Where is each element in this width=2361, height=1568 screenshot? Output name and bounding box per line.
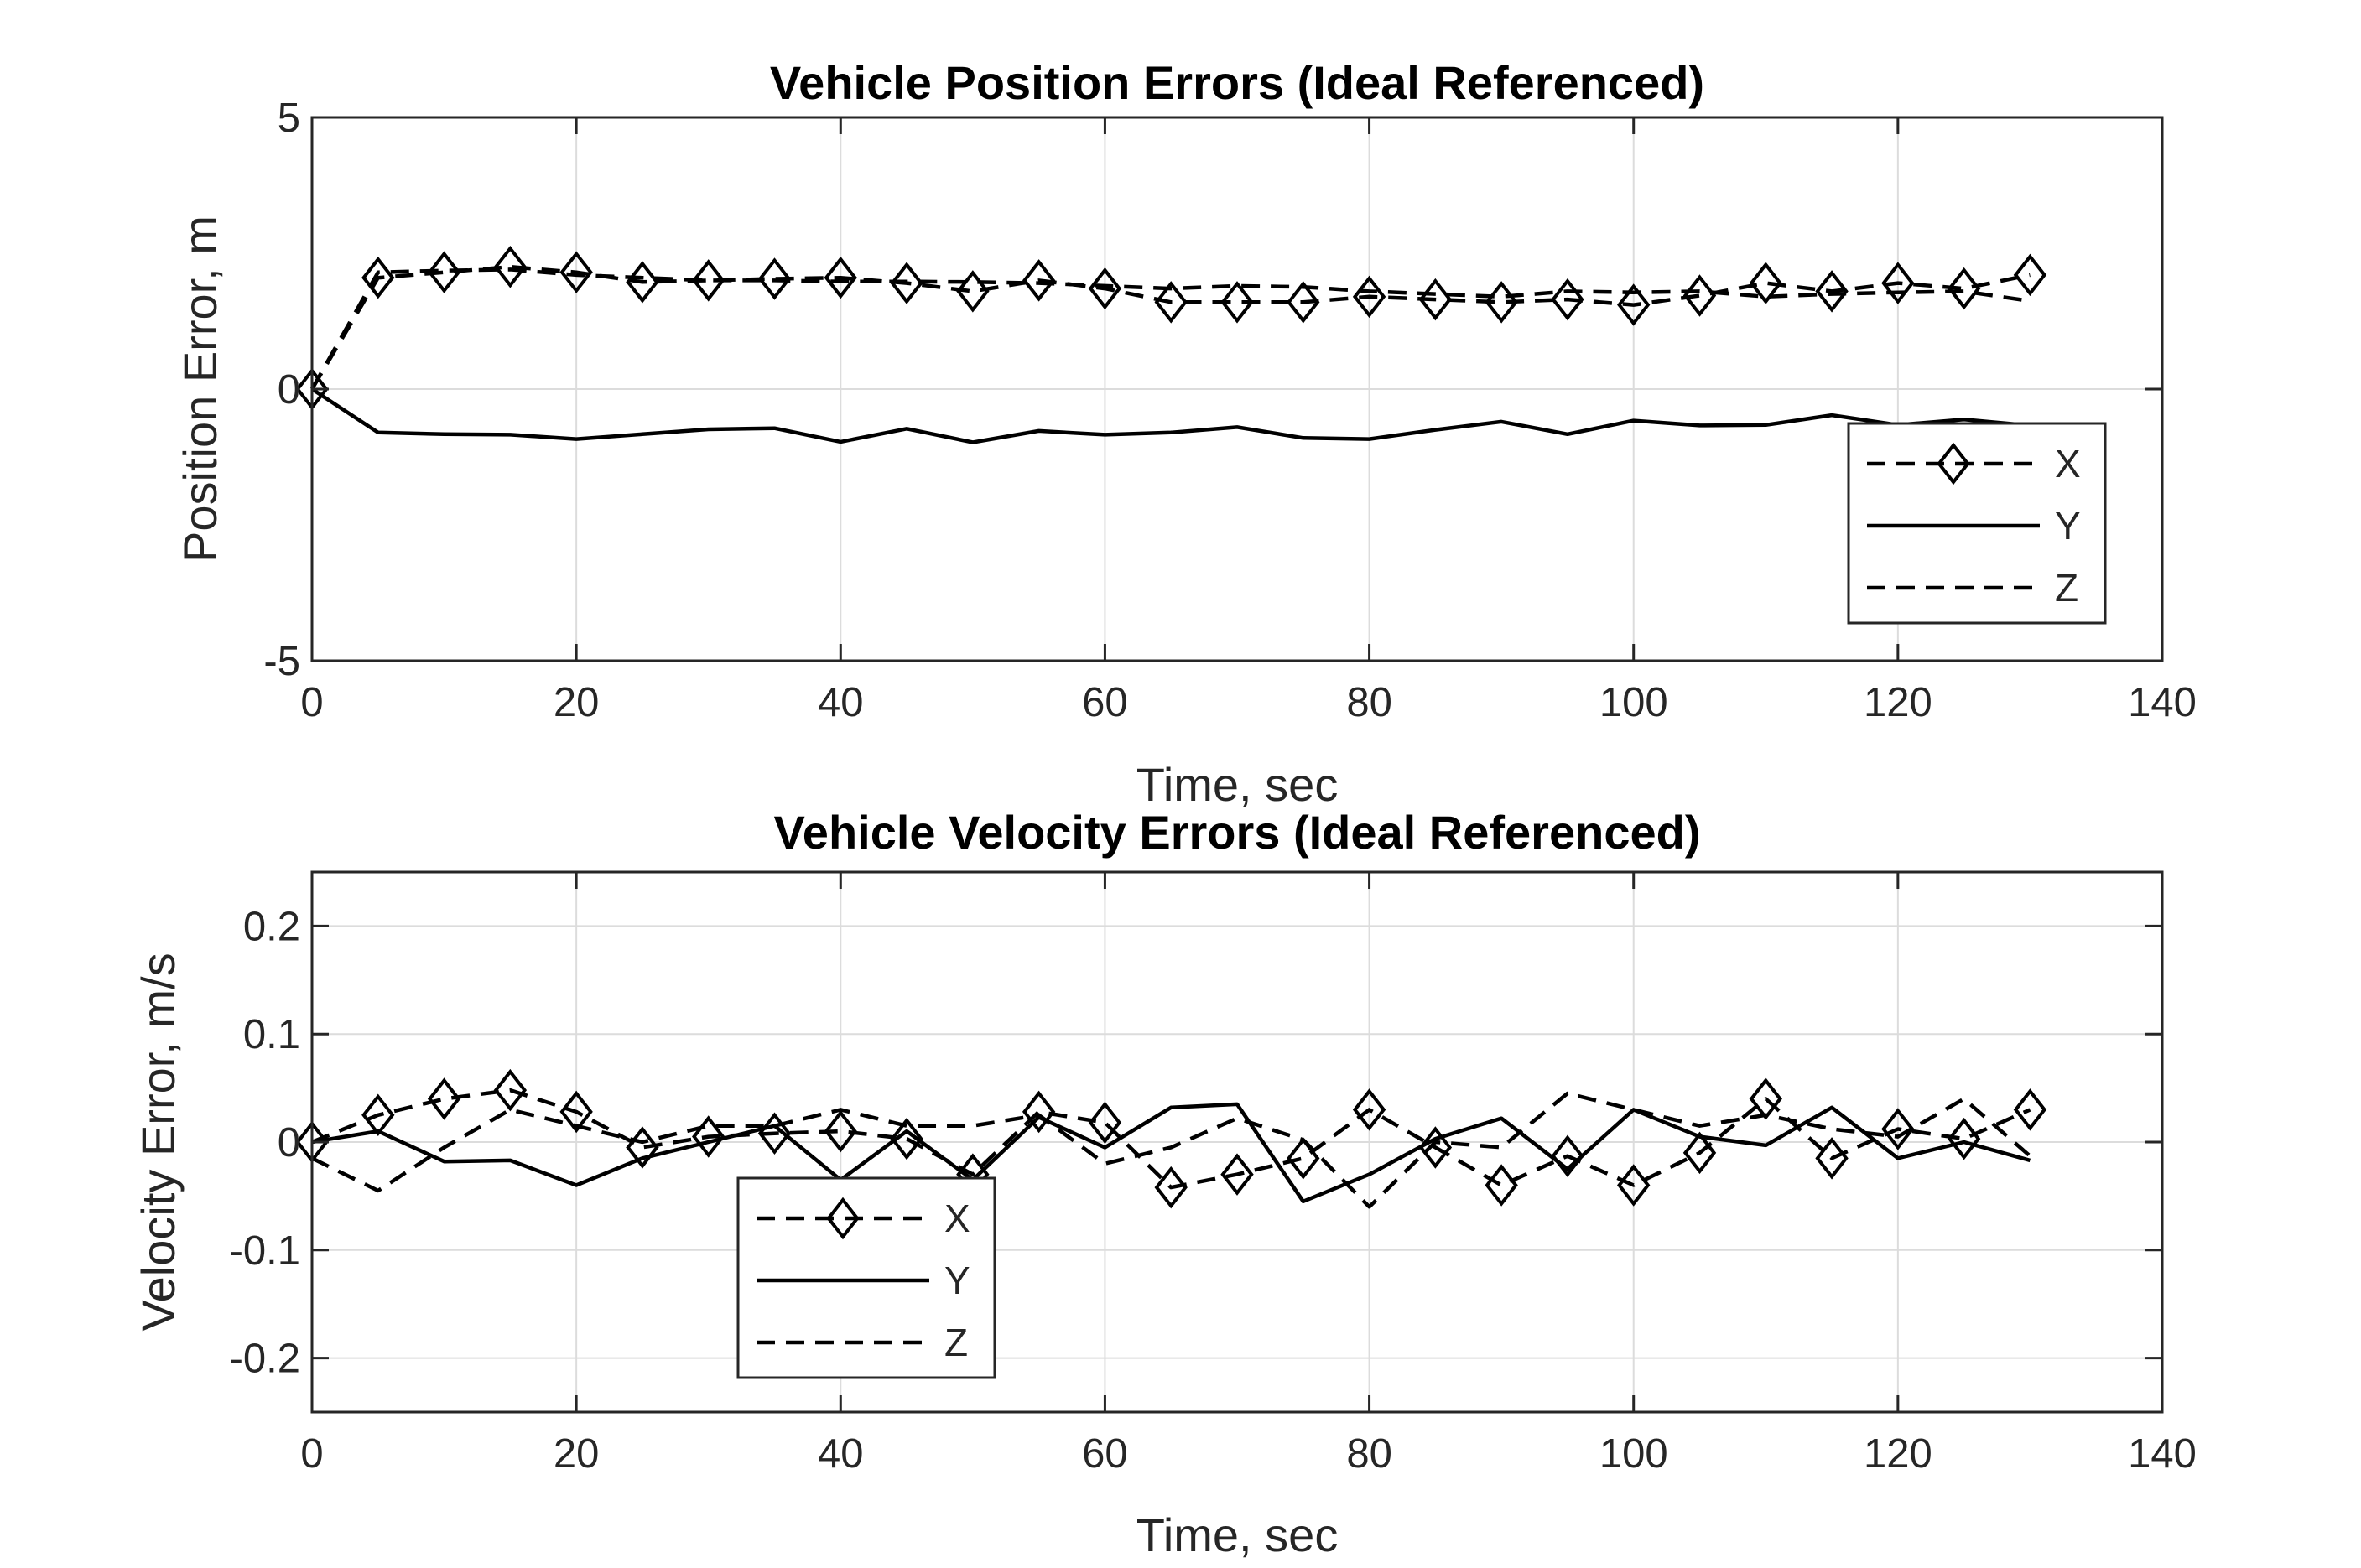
position-series-x-marker — [427, 251, 461, 293]
velocity-series-x-marker — [1551, 1134, 1584, 1177]
velocity-series-x-marker — [1881, 1108, 1915, 1150]
position-x-tick-label: 20 — [554, 680, 600, 725]
position-legend-x-label: X — [2055, 442, 2081, 485]
velocity-x-tick-label: 0 — [300, 1431, 323, 1477]
position-x-tick-label: 140 — [2128, 680, 2197, 725]
position-legend-box — [1847, 422, 2107, 625]
position-y-tick-label: 0 — [278, 367, 300, 413]
velocity-series-x-line — [311, 1088, 2031, 1190]
velocity-series-z-line — [311, 1091, 2031, 1209]
velocity-x-tick-label: 80 — [1346, 1431, 1392, 1477]
position-series-x-marker — [692, 259, 725, 302]
position-plot-title: Vehicle Position Errors (Ideal Reference… — [770, 56, 1704, 109]
velocity-x-tick-label: 60 — [1082, 1431, 1128, 1477]
position-series-x-marker — [1617, 283, 1651, 326]
velocity-series-x-marker — [692, 1115, 725, 1158]
velocity-series-x-marker — [1815, 1137, 1849, 1180]
position-series-x-marker — [956, 270, 990, 313]
position-errors-plot: Vehicle Position Errors (Ideal Reference… — [174, 56, 2197, 811]
velocity-series-x-marker — [1352, 1088, 1386, 1131]
position-legend-z-label: Z — [2055, 566, 2078, 610]
velocity-y-tick-label: 0.1 — [243, 1012, 300, 1057]
position-series-x-marker — [2013, 253, 2047, 297]
position-x-tick-label: 60 — [1082, 680, 1128, 725]
velocity-legend-x-marker — [826, 1197, 860, 1240]
velocity-series-x-marker — [559, 1090, 593, 1134]
position-plot-legend: XYZ — [1847, 422, 2107, 625]
position-series-x-marker — [1220, 281, 1254, 324]
position-y-tick-label: -5 — [263, 639, 300, 684]
position-plot-xlabel: Time, sec — [1136, 758, 1339, 811]
position-series-x-marker — [824, 256, 857, 299]
velocity-legend-z-label: Z — [944, 1321, 968, 1364]
velocity-series-y-line — [311, 1102, 2031, 1204]
velocity-y-tick-label: -0.1 — [230, 1228, 300, 1274]
position-series-y-line — [310, 387, 2031, 444]
velocity-series-x-marker — [1220, 1153, 1254, 1196]
velocity-x-tick-label: 100 — [1599, 1431, 1668, 1477]
velocity-series-x-marker — [1485, 1164, 1518, 1207]
position-series-x-marker — [361, 256, 395, 299]
position-series-x-marker — [1815, 270, 1849, 313]
position-x-tick-label: 0 — [300, 680, 323, 725]
position-series-x-marker — [493, 245, 528, 288]
velocity-series-x-marker — [361, 1093, 395, 1137]
position-plot-ylabel: Position Error, m — [174, 215, 226, 563]
velocity-errors-plot: Vehicle Velocity Errors (Ideal Reference… — [132, 806, 2197, 1561]
velocity-x-tick-label: 20 — [554, 1431, 600, 1477]
velocity-plot-legend: XYZ — [736, 1176, 996, 1379]
velocity-series-x-marker — [1154, 1166, 1188, 1209]
position-series-x-marker — [1088, 267, 1122, 310]
position-x-tick-label: 120 — [1864, 680, 1932, 725]
velocity-series-x-marker — [1022, 1090, 1056, 1134]
position-series-z-line — [310, 267, 2031, 391]
velocity-series-x-marker — [824, 1109, 857, 1153]
position-x-tick-label: 40 — [818, 680, 864, 725]
velocity-legend-y-label: Y — [944, 1259, 970, 1302]
position-series-x-marker — [890, 262, 923, 304]
velocity-series-x-marker — [1418, 1126, 1453, 1169]
position-series-x-line — [310, 264, 2031, 391]
velocity-series-x-marker — [1682, 1131, 1717, 1175]
position-series-x-marker — [1287, 281, 1320, 324]
position-series-x-marker — [1947, 267, 1981, 310]
position-series-x-marker — [1154, 281, 1188, 324]
position-series-x-marker — [559, 251, 593, 293]
velocity-series-x-marker — [427, 1077, 461, 1120]
position-legend-x-marker — [1937, 442, 1970, 485]
velocity-series-x-marker — [890, 1117, 923, 1160]
velocity-y-tick-label: -0.2 — [230, 1337, 300, 1382]
position-legend-y-label: Y — [2055, 504, 2081, 548]
position-series-x-marker — [1682, 274, 1717, 317]
velocity-legend-x-label: X — [944, 1197, 970, 1240]
velocity-legend-box — [736, 1176, 996, 1379]
position-series-x-marker — [1881, 262, 1915, 304]
position-x-tick-label: 80 — [1346, 680, 1392, 725]
velocity-x-tick-label: 40 — [818, 1431, 864, 1477]
velocity-series-x-marker — [1287, 1137, 1320, 1180]
velocity-series-x-marker — [1947, 1117, 1981, 1160]
velocity-plot-xlabel: Time, sec — [1136, 1508, 1339, 1561]
velocity-x-tick-label: 120 — [1864, 1431, 1932, 1477]
position-series-x-marker — [757, 257, 792, 300]
velocity-series-x-marker — [493, 1068, 528, 1112]
velocity-series-x-marker — [1617, 1164, 1651, 1207]
position-series-x-marker — [1749, 262, 1782, 304]
velocity-plot-ylabel: Velocity Error, m/s — [132, 953, 185, 1331]
position-series-x-marker — [1022, 259, 1056, 302]
velocity-y-tick-label: 0 — [278, 1120, 300, 1166]
velocity-series-x-marker — [2013, 1088, 2047, 1131]
velocity-series-x-marker — [1749, 1077, 1782, 1120]
velocity-y-tick-label: 0.2 — [243, 904, 300, 949]
position-y-tick-label: 5 — [278, 96, 300, 141]
velocity-plot-title: Vehicle Velocity Errors (Ideal Reference… — [774, 806, 1701, 859]
position-x-tick-label: 100 — [1599, 680, 1668, 725]
velocity-x-tick-label: 140 — [2128, 1431, 2197, 1477]
velocity-series-x-marker — [1088, 1101, 1122, 1145]
